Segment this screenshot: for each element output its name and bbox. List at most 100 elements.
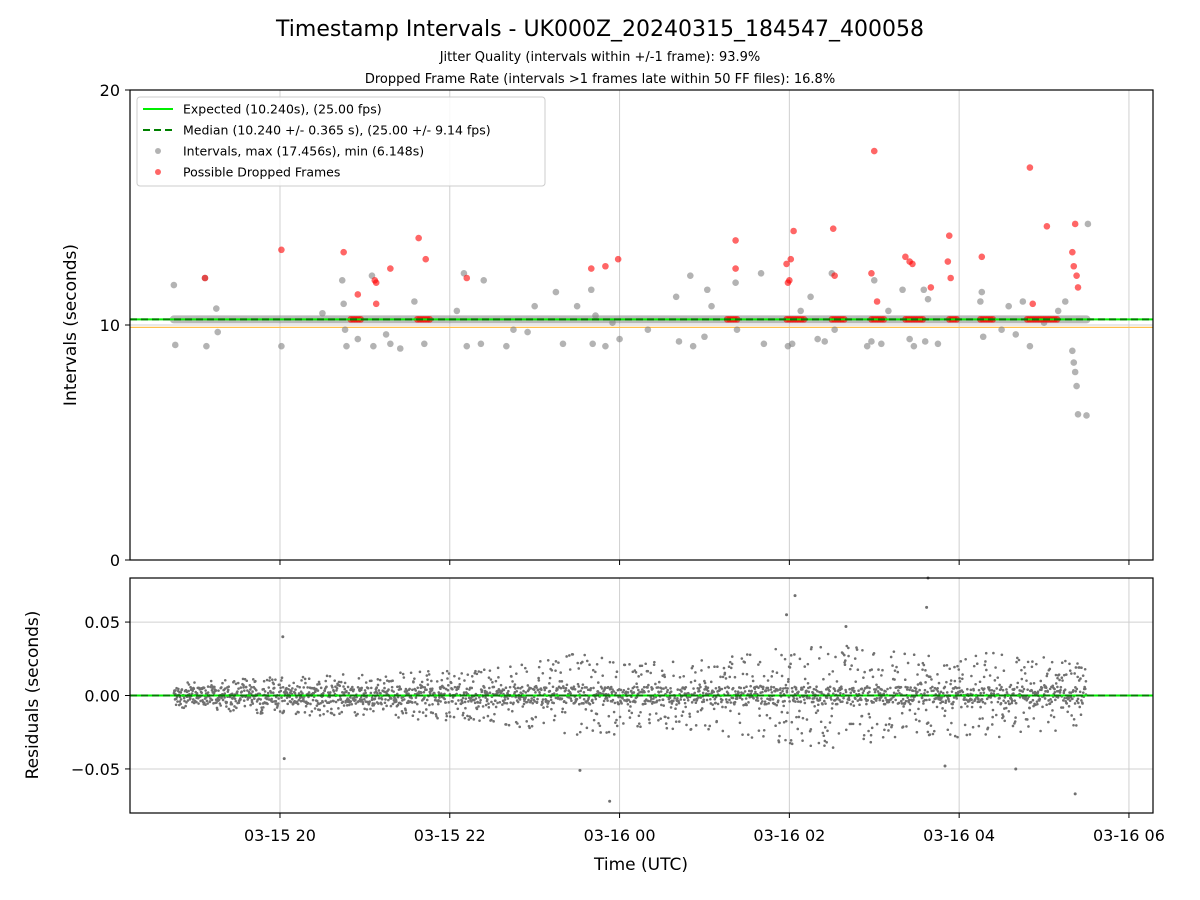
residual-point: [987, 686, 991, 689]
residual-point: [639, 725, 642, 729]
residual-point: [507, 689, 510, 693]
residual-point: [416, 718, 420, 721]
interval-point: [1061, 298, 1069, 305]
residual-point: [233, 697, 237, 701]
residual-point: [339, 698, 343, 701]
residual-point: [402, 698, 406, 701]
residual-point: [438, 696, 441, 699]
residual-point: [454, 702, 458, 706]
residual-point: [734, 690, 737, 693]
figure-subtitle-jitter: Jitter Quality (intervals within +/-1 fr…: [439, 50, 761, 65]
residual-point: [496, 701, 499, 705]
residual-point: [849, 702, 853, 706]
residual-point: [472, 718, 476, 721]
interval-point: [733, 326, 741, 334]
residual-point: [1039, 729, 1042, 733]
residual-point: [232, 680, 236, 683]
residual-point: [637, 722, 641, 725]
residual-point: [789, 739, 793, 742]
residual-point: [195, 692, 199, 695]
residual-point: [661, 698, 665, 702]
residual-point: [684, 685, 688, 689]
residual-point: [847, 654, 850, 658]
residual-point: [1017, 658, 1021, 662]
residual-point: [323, 689, 326, 693]
residual-point: [779, 691, 782, 695]
residual-point: [830, 698, 833, 701]
residual-point: [672, 699, 675, 703]
residual-point: [934, 696, 938, 700]
residual-point: [831, 702, 834, 705]
residual-point: [958, 680, 962, 683]
residual-point: [276, 702, 280, 705]
residual-point: [541, 672, 545, 675]
residual-point: [491, 702, 495, 706]
residual-point: [214, 689, 218, 692]
residual-point: [942, 664, 946, 667]
residual-point: [884, 723, 888, 727]
residual-point: [439, 700, 442, 703]
residual-point: [274, 678, 277, 681]
residual-point: [1045, 674, 1049, 678]
residual-point: [300, 679, 303, 682]
residual-point: [814, 711, 818, 715]
residual-point: [466, 673, 470, 676]
residual-point: [939, 690, 943, 694]
residual-point: [801, 739, 804, 742]
residual-point: [494, 705, 498, 709]
residual-point: [895, 692, 899, 696]
residual-point: [884, 690, 887, 693]
residual-point: [809, 728, 813, 731]
residual-point: [633, 685, 636, 689]
dropped-frame-point: [354, 291, 362, 298]
residual-point: [792, 697, 796, 700]
residual-point: [978, 700, 981, 703]
residual-point: [425, 674, 429, 677]
residual-point: [1022, 711, 1026, 714]
residual-point: [905, 725, 908, 728]
residual-point: [379, 691, 382, 695]
residual-point: [577, 702, 581, 706]
residual-point: [487, 702, 490, 705]
residual-point: [640, 688, 644, 691]
interval-point: [382, 331, 390, 338]
residual-point: [848, 667, 852, 671]
residual-point: [828, 689, 831, 693]
residual-point: [1046, 690, 1050, 693]
residual-point: [700, 707, 704, 710]
residual-point: [280, 676, 284, 679]
residual-point: [445, 712, 448, 715]
residual-point: [787, 677, 790, 681]
residual-point: [880, 688, 884, 691]
residual-point: [575, 733, 579, 736]
residual-point: [640, 673, 643, 676]
residual-point: [561, 707, 565, 711]
residual-point: [354, 702, 358, 705]
residual-point: [516, 722, 519, 725]
residual-point: [551, 663, 555, 666]
residual-point: [581, 660, 584, 664]
residual-point: [259, 698, 263, 701]
residual-point: [280, 679, 283, 682]
residual-point: [348, 696, 352, 699]
residual-point: [1064, 659, 1067, 663]
residual-point: [457, 685, 461, 689]
residual-point: [195, 700, 198, 704]
residual-point: [1014, 701, 1018, 705]
residual-point: [1078, 690, 1082, 694]
residual-point: [743, 661, 747, 664]
interval-point: [340, 300, 347, 308]
residual-point: [1019, 730, 1023, 734]
residual-point: [858, 703, 861, 707]
residual-point: [363, 689, 367, 692]
residual-point: [261, 711, 264, 715]
residual-point: [828, 672, 831, 676]
residual-point: [594, 697, 598, 701]
residual-point: [1040, 686, 1044, 690]
residual-point: [362, 713, 365, 716]
residual-point: [548, 682, 551, 685]
residual-point: [401, 711, 405, 715]
residual-point: [990, 688, 994, 692]
residual-point: [303, 711, 307, 714]
